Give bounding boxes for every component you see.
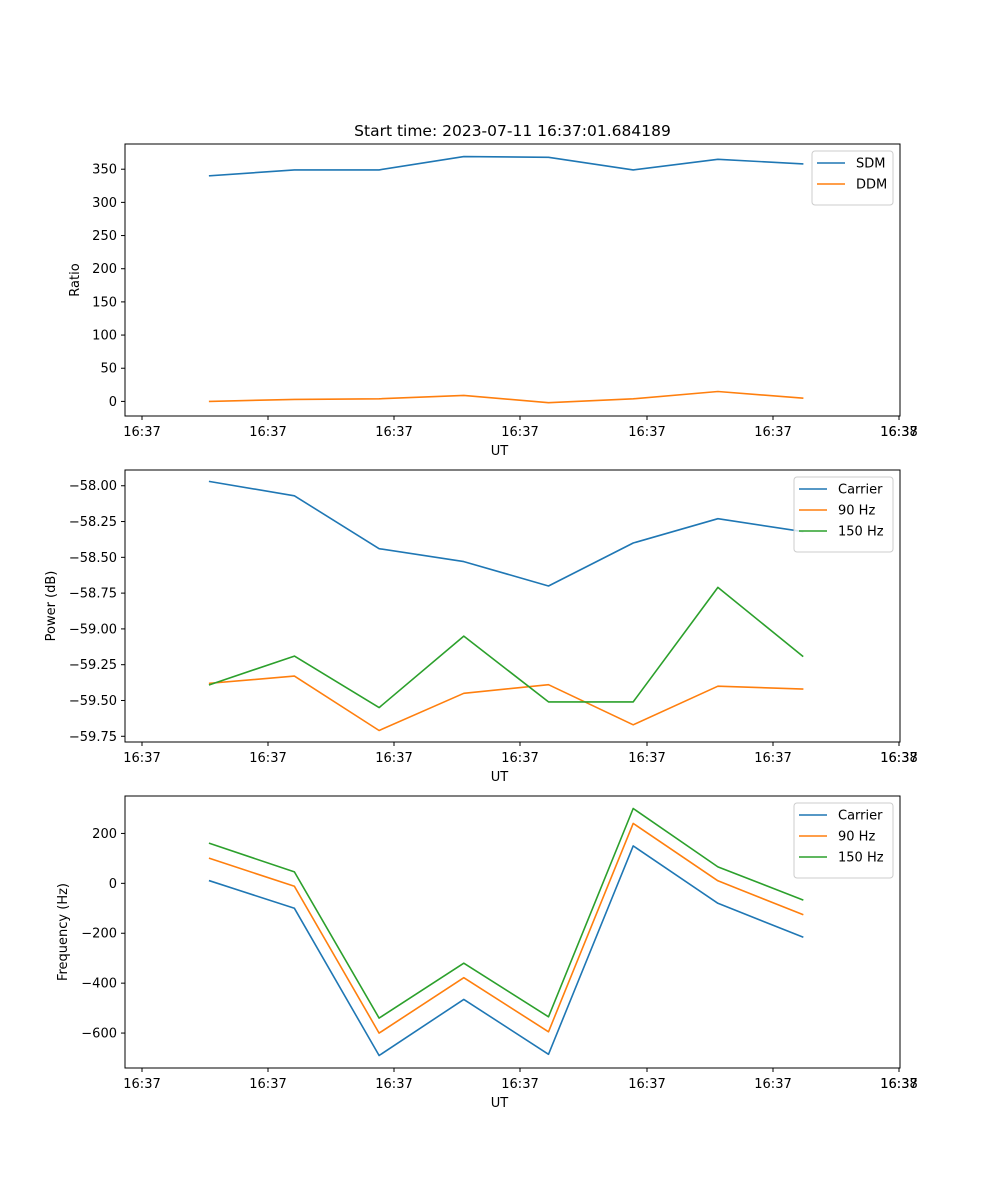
x-tick-label: 16:37 — [501, 1077, 538, 1092]
x-tick-label: 16:37 — [501, 751, 538, 766]
y-tick-label: 150 — [92, 295, 117, 310]
series-line-ddm — [208, 390, 804, 404]
series-line-carrier — [208, 845, 804, 1057]
x-tick-label: 16:37 — [375, 1077, 412, 1092]
y-tick-label: 100 — [92, 329, 117, 344]
x-tick-label: 16:37 — [628, 425, 665, 440]
y-tick-label: −59.50 — [69, 694, 117, 709]
y-tick-label: 0 — [109, 877, 117, 892]
panel-2: 16:37 16:37 16:37 16:37 16:37 16:37 16:3716:38… — [44, 469, 918, 785]
x-tick-label-last: 16:38 — [880, 1077, 917, 1092]
x-axis-label: UT — [491, 1096, 509, 1111]
legend: Carrier 90 Hz 150 Hz — [793, 802, 894, 879]
x-tick-label: 16:37 — [628, 1077, 665, 1092]
series-line-carrier — [208, 480, 804, 587]
series-line-90-hz — [208, 675, 804, 732]
y-axis-label: Ratio — [68, 263, 83, 296]
x-tick-label: 16:37 — [249, 751, 286, 766]
y-tick-label: 200 — [92, 827, 117, 842]
series-line-90-hz — [208, 822, 804, 1034]
legend-label: Carrier — [838, 809, 883, 824]
legend-label: SDM — [856, 157, 885, 172]
y-tick-label: 350 — [92, 163, 117, 178]
legend-label: 150 Hz — [838, 525, 884, 540]
x-tick-label: 16:37 — [249, 1077, 286, 1092]
panel-1: 16:37 16:37 16:37 16:37 16:37 16:37 16:3716:38… — [68, 143, 918, 459]
legend-label: Carrier — [838, 483, 883, 498]
legend: SDM DDM — [811, 150, 894, 206]
x-tick-label: 16:37 — [754, 425, 791, 440]
y-tick-label: −58.50 — [69, 551, 117, 566]
x-tick-label: 16:37 — [880, 1077, 917, 1092]
panels: 16:37 16:37 16:37 16:37 16:37 16:37 16:3716:38… — [44, 143, 918, 1111]
x-tick-label: 16:37 — [754, 751, 791, 766]
y-tick-label: −400 — [81, 977, 117, 992]
x-tick-label: 16:37 — [880, 425, 917, 440]
legend-box — [811, 150, 894, 206]
y-tick-label: −600 — [81, 1027, 117, 1042]
x-tick-label: 16:37 — [123, 425, 160, 440]
y-tick-label: 250 — [92, 229, 117, 244]
axes-frame — [124, 469, 901, 743]
x-tick-label-last: 16:38 — [880, 751, 917, 766]
x-tick-label-last: 16:38 — [880, 425, 917, 440]
y-tick-label: −58.25 — [69, 515, 117, 530]
x-axis-label: UT — [491, 770, 509, 785]
y-tick-label: 300 — [92, 196, 117, 211]
legend: Carrier 90 Hz 150 Hz — [793, 476, 894, 553]
x-tick-label: 16:37 — [123, 1077, 160, 1092]
x-tick-label: 16:37 — [754, 1077, 791, 1092]
axes-frame — [124, 795, 901, 1069]
y-tick-label: −59.75 — [69, 730, 117, 745]
x-tick-label: 16:37 — [375, 751, 412, 766]
y-tick-label: −58.00 — [69, 479, 117, 494]
x-tick-label: 16:37 — [880, 751, 917, 766]
series-line-150-hz — [208, 586, 804, 709]
chart-title: Start time: 2023-07-11 16:37:01.684189 — [354, 122, 671, 140]
legend-label: DDM — [856, 178, 887, 193]
legend-label: 90 Hz — [838, 504, 875, 519]
series-line-sdm — [208, 155, 804, 177]
y-tick-label: −59.25 — [69, 658, 117, 673]
y-axis-label: Power (dB) — [44, 571, 59, 642]
y-tick-label: 0 — [109, 395, 117, 410]
x-tick-label: 16:37 — [249, 425, 286, 440]
x-tick-label: 16:37 — [375, 425, 412, 440]
legend-box — [793, 802, 894, 879]
legend-label: 90 Hz — [838, 830, 875, 845]
y-tick-label: 200 — [92, 262, 117, 277]
panel-3: 16:37 16:37 16:37 16:37 16:37 16:37 16:3716:38… — [56, 795, 918, 1111]
y-axis-label: Frequency (Hz) — [56, 883, 71, 981]
legend-label: 150 Hz — [838, 851, 884, 866]
x-tick-label: 16:37 — [628, 751, 665, 766]
x-axis-label: UT — [491, 444, 509, 459]
y-tick-label: −58.75 — [69, 587, 117, 602]
y-tick-label: −200 — [81, 927, 117, 942]
y-tick-label: −59.00 — [69, 622, 117, 637]
x-tick-label: 16:37 — [501, 425, 538, 440]
series-line-150-hz — [208, 807, 804, 1019]
axes-frame — [124, 143, 901, 417]
legend-box — [793, 476, 894, 553]
x-tick-label: 16:37 — [123, 751, 160, 766]
y-tick-label: 50 — [100, 362, 117, 377]
